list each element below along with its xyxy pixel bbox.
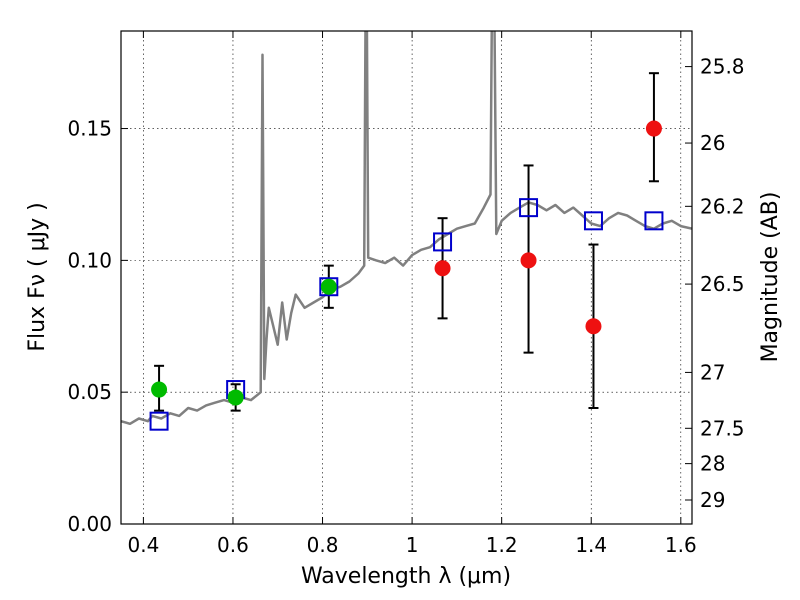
right-tick-label: 26: [700, 131, 725, 155]
y-tick-label: 0.00: [67, 512, 112, 536]
grid-lines: [121, 31, 692, 525]
right-tick-label: 27: [700, 360, 725, 384]
circle-marker: [520, 252, 537, 269]
y-ticks: 0.00 0.05 0.10 0.15: [67, 117, 128, 536]
circle-marker: [227, 389, 244, 406]
x-tick-label: 1: [406, 533, 419, 557]
circle-marker: [320, 278, 337, 295]
x-tick-label: 0.4: [127, 533, 159, 557]
x-axis-label: Wavelength λ (μm): [301, 564, 511, 589]
circle-marker: [645, 120, 662, 137]
y-tick-label: 0.10: [67, 248, 112, 272]
right-tick-label: 28: [700, 452, 725, 476]
error-bars: [154, 72, 659, 412]
y-tick-label: 0.05: [67, 380, 112, 404]
square-marker: [433, 232, 453, 252]
circle-marker: [151, 381, 168, 398]
square-marker: [149, 411, 169, 431]
square-marker: [644, 211, 664, 231]
x-tick-label: 1.4: [575, 533, 607, 557]
x-tick-label: 1.6: [665, 533, 697, 557]
x-tick-label: 0.6: [217, 533, 249, 557]
right-tick-label: 26.2: [700, 194, 745, 218]
x-ticks: 0.4 0.6 0.8 1 1.2 1.4 1.6: [127, 31, 697, 557]
right-ticks: 25.8 26 26.2 26.5 27 27.5 28 29: [685, 55, 745, 512]
plot-frame: [120, 30, 693, 525]
square-marker: [319, 277, 339, 297]
data-markers: [149, 120, 664, 431]
right-tick-label: 26.5: [700, 272, 745, 296]
x-tick-label: 0.8: [307, 533, 339, 557]
x-tick-label: 1.2: [486, 533, 518, 557]
circle-marker: [434, 260, 451, 277]
y-axis-label: Flux Fν ( μJy ): [25, 202, 50, 351]
right-axis-label: Magnitude (AB): [758, 192, 783, 363]
square-marker: [583, 211, 603, 231]
spectrum: [121, 31, 692, 426]
right-tick-label: 27.5: [700, 416, 745, 440]
circle-marker: [585, 318, 602, 335]
y-tick-label: 0.15: [67, 117, 112, 141]
right-tick-label: 29: [700, 488, 725, 512]
right-tick-label: 25.8: [700, 55, 745, 79]
square-marker: [519, 198, 539, 218]
spectrum-line: [121, 31, 692, 426]
